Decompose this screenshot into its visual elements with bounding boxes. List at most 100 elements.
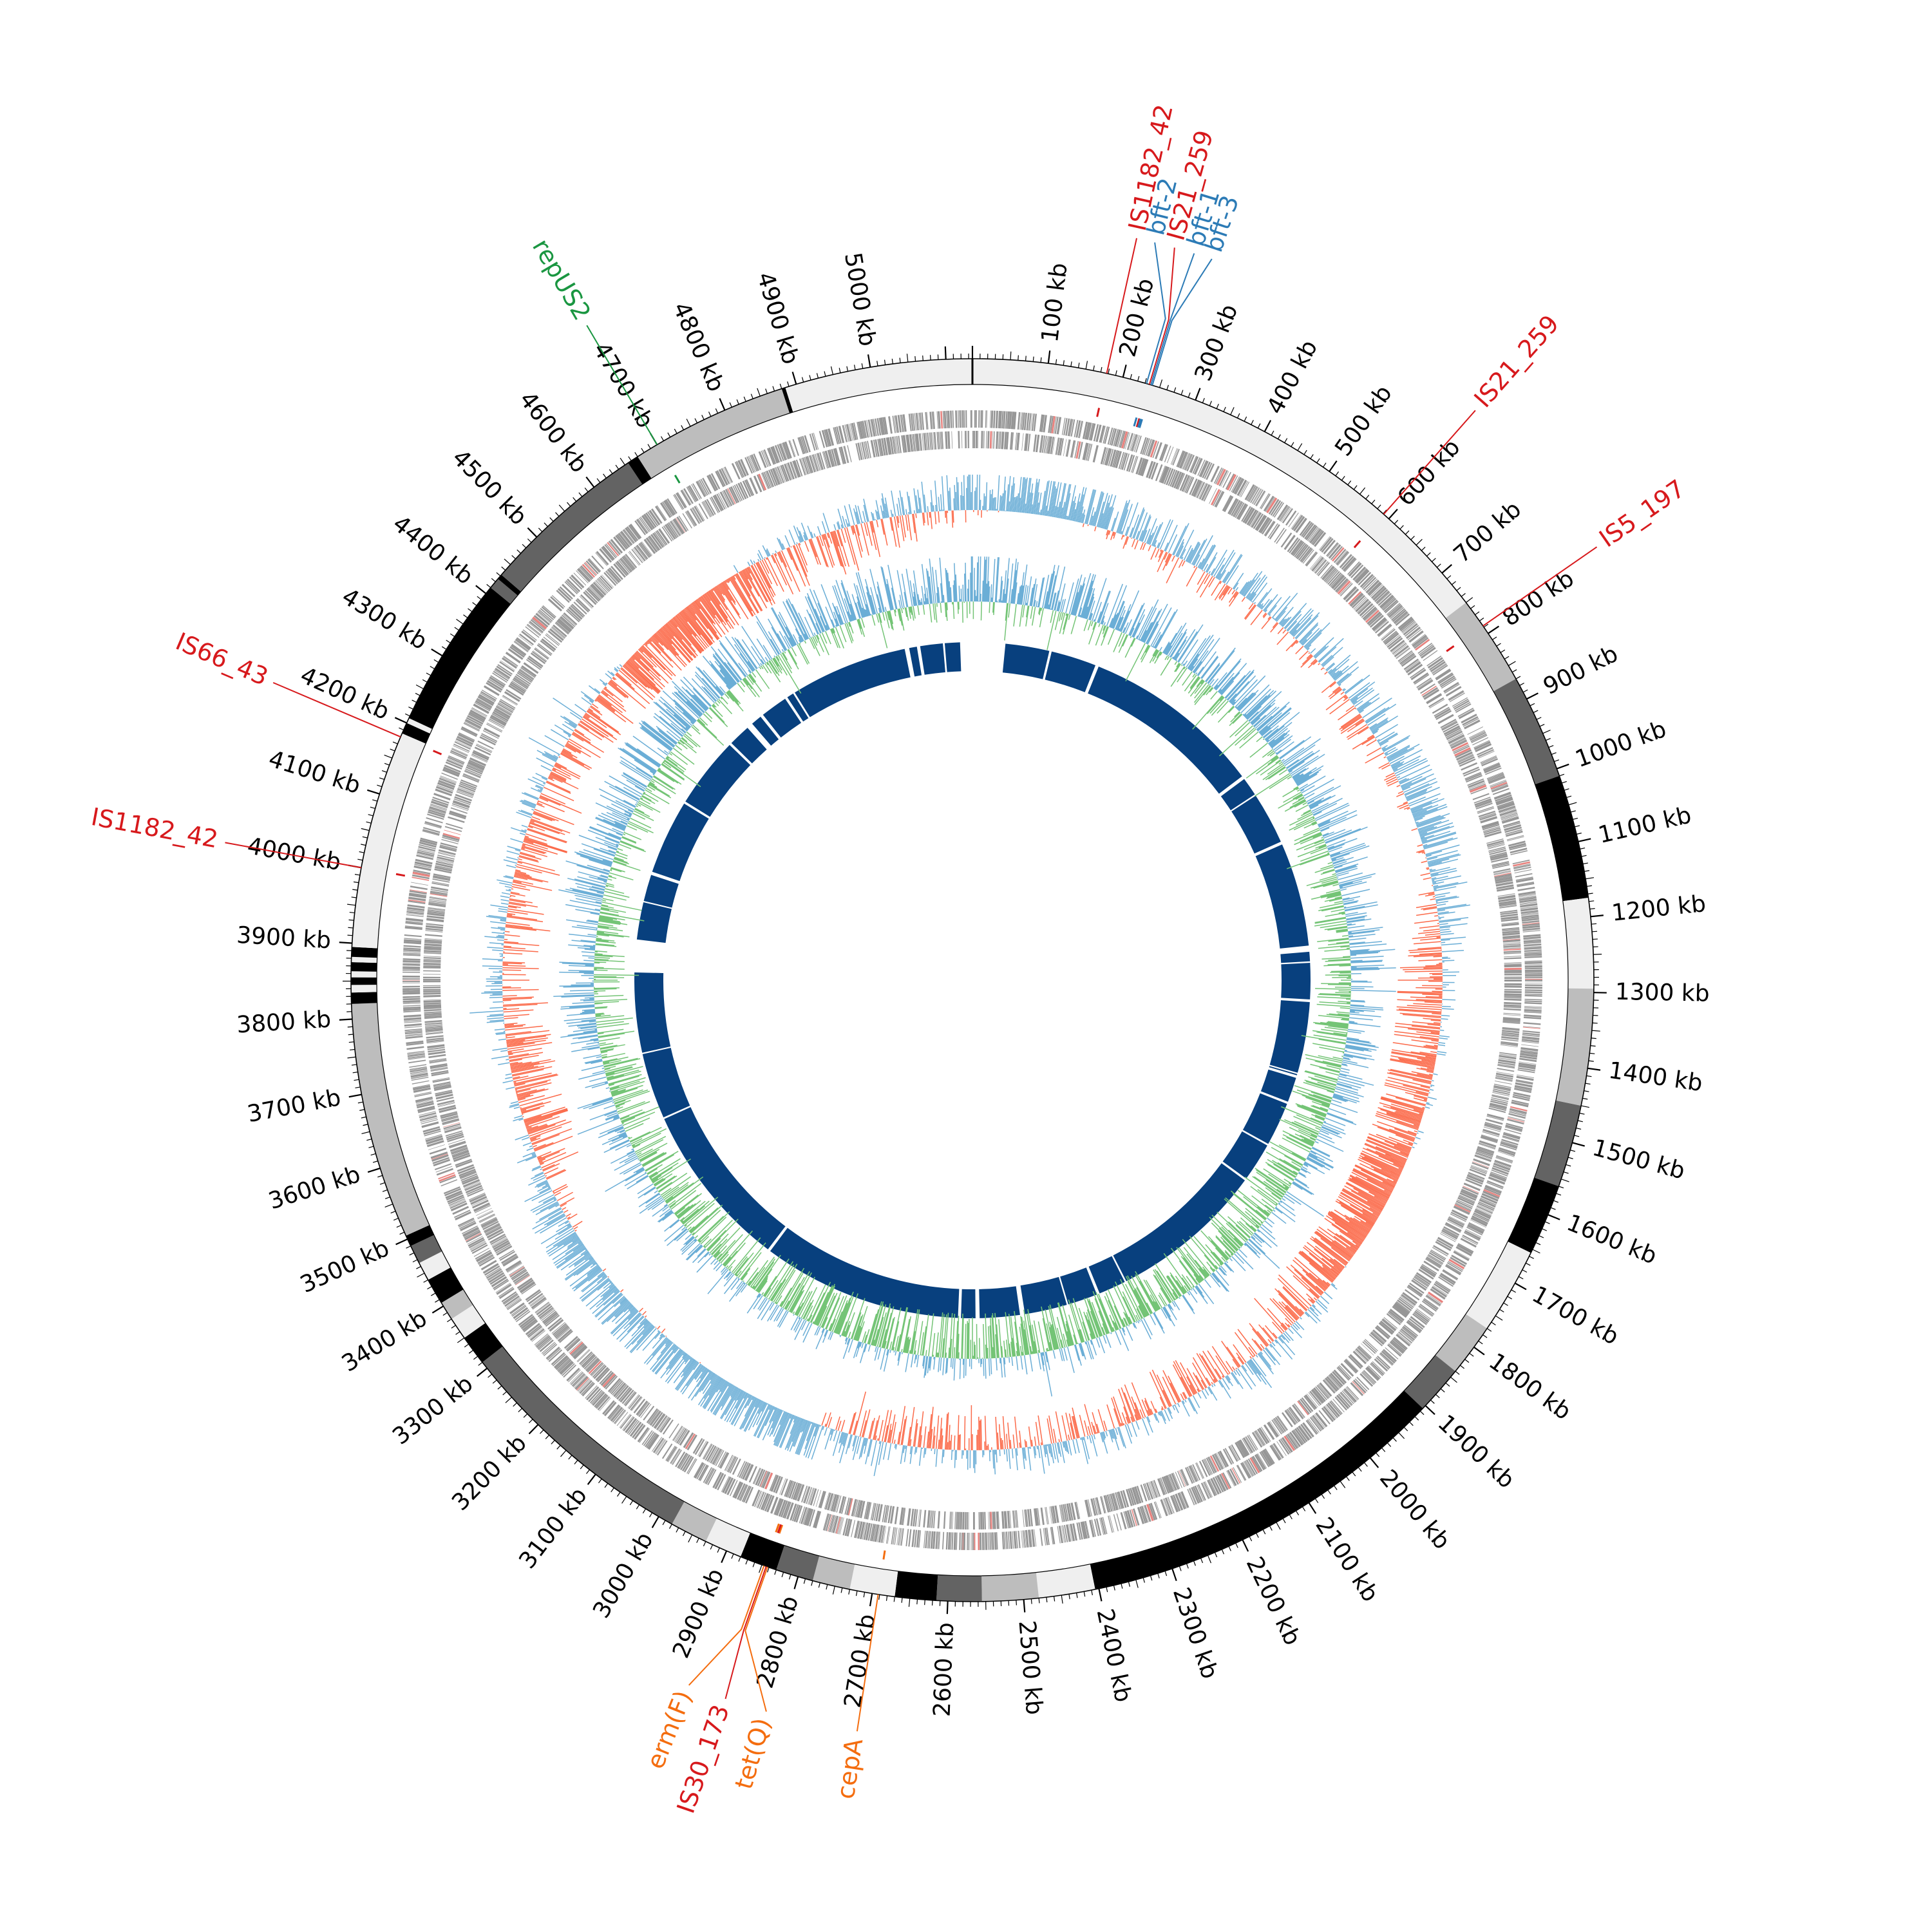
axis-tick [1093, 365, 1095, 371]
axis-tick [422, 679, 428, 683]
axis-tick [529, 1419, 533, 1423]
homology-ring [634, 642, 1311, 1319]
tick-label: 1800 kb [1484, 1349, 1576, 1426]
contig-segment [451, 1305, 486, 1338]
axis-tick [1525, 1262, 1531, 1266]
axis-tick [549, 517, 554, 522]
axis-tick [1593, 954, 1602, 955]
axis-tick [1398, 1432, 1405, 1439]
homology-block [961, 1289, 976, 1319]
annotation-marker [1135, 418, 1141, 428]
contig-segment [1404, 1355, 1455, 1408]
axis-tick [1316, 458, 1320, 464]
homology-block [1088, 1256, 1125, 1294]
axis-tick [352, 889, 358, 891]
axis-tick [1159, 379, 1163, 388]
tick-label: 1100 kb [1596, 802, 1694, 849]
axis-tick [352, 1072, 358, 1074]
axis-tick [1070, 361, 1072, 367]
axis-tick [1314, 1498, 1319, 1503]
axis-tick [708, 412, 712, 417]
axis-tick [488, 1374, 493, 1378]
feature-annotations: IS1182_42bft-2IS21_259bft-1bft-3IS21_259… [89, 102, 1690, 1817]
axis-tick [649, 1512, 653, 1518]
axis-tick [766, 1567, 770, 1573]
axis-tick [1576, 1127, 1582, 1130]
axis-tick [1441, 564, 1452, 574]
axis-tick [694, 418, 698, 424]
contig-segment [482, 1346, 685, 1524]
axis-tick [1483, 623, 1489, 628]
axis-tick [431, 1305, 444, 1314]
axis-tick [617, 1492, 621, 1497]
axis-tick [586, 1469, 590, 1474]
axis-tick [1503, 1302, 1508, 1306]
axis-tick [1410, 535, 1415, 540]
homology-block [652, 803, 709, 882]
axis-tick [681, 425, 685, 430]
tick-label: 4200 kb [296, 662, 393, 725]
contig-segment [1090, 1390, 1423, 1589]
axis-tick [1518, 1276, 1524, 1280]
contig-segment [351, 1003, 430, 1236]
axis-tick [1574, 1135, 1580, 1137]
axis-tick [1137, 375, 1140, 381]
axis-tick [523, 1413, 528, 1418]
tick-label: 4500 kb [447, 444, 532, 530]
axis-tick [1590, 914, 1604, 918]
axis-tick [1235, 1542, 1238, 1548]
tick-label: 3700 kb [245, 1084, 343, 1128]
homology-block [979, 1286, 1020, 1318]
axis-tick [1032, 356, 1034, 362]
axis-tick [492, 1379, 497, 1384]
axis-tick [363, 1124, 368, 1126]
axis-tick [1221, 1549, 1225, 1555]
annotation-marker [433, 750, 442, 755]
axis-tick [573, 497, 577, 502]
axis-tick [1369, 1457, 1379, 1468]
axis-tick [505, 1397, 512, 1403]
axis-tick [759, 1564, 762, 1573]
axis-tick [1495, 1315, 1503, 1321]
axis-tick [1529, 1256, 1534, 1259]
contig-segment [428, 1267, 464, 1303]
tick-label: 1200 kb [1611, 891, 1707, 927]
axis-tick [1585, 1083, 1591, 1085]
axis-tick [478, 1361, 483, 1366]
axis-tick [1500, 649, 1506, 653]
axis-tick [1098, 1588, 1103, 1602]
axis-tick [1508, 661, 1516, 667]
axis-tick [1570, 1150, 1576, 1152]
axis-tick [620, 457, 625, 466]
axis-tick [787, 381, 790, 387]
axis-tick [347, 1056, 356, 1059]
axis-tick [415, 692, 421, 696]
axis-tick [1228, 1546, 1231, 1551]
axis-tick [399, 1231, 405, 1235]
homology-block [1269, 1000, 1310, 1073]
axis-tick [1352, 1472, 1356, 1477]
homology-block [762, 698, 802, 738]
axis-tick [1589, 900, 1595, 902]
axis-tick [1202, 397, 1205, 403]
homology-block [1281, 963, 1311, 999]
axis-tick [1195, 388, 1201, 401]
axis-tick [370, 1153, 376, 1156]
axis-tick [551, 1440, 555, 1444]
axis-tick [641, 448, 645, 453]
tick-label: 4000 kb [245, 833, 343, 876]
tick-label: 4400 kb [388, 511, 478, 590]
axis-tick [832, 1586, 835, 1595]
axis-tick [1482, 1334, 1488, 1338]
axis-tick [615, 464, 620, 470]
axis-tick [1421, 546, 1426, 551]
axis-tick [513, 1402, 517, 1407]
axis-tick [339, 942, 352, 944]
axis-tick [1499, 1309, 1504, 1312]
homology-block [642, 1048, 690, 1118]
axis-tick [1214, 1552, 1218, 1558]
axis-tick [567, 502, 571, 507]
homology-block [795, 649, 911, 717]
axis-tick [688, 1534, 693, 1543]
homology-block [1231, 795, 1281, 854]
